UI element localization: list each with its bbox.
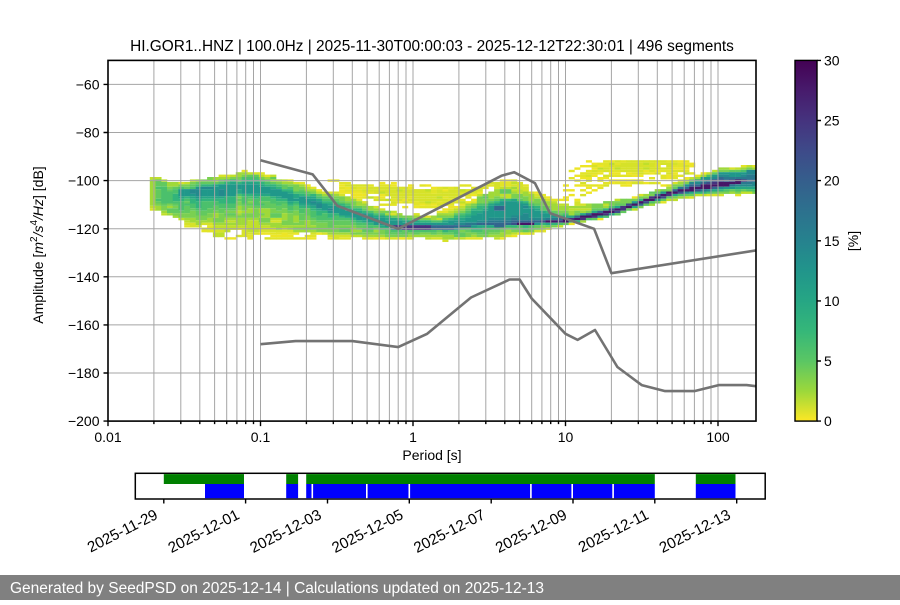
svg-text:30: 30	[824, 52, 840, 68]
svg-text:−160: −160	[68, 317, 100, 333]
svg-text:HI.GOR1..HNZ | 100.0Hz | 2025-: HI.GOR1..HNZ | 100.0Hz | 2025-11-30T00:0…	[130, 38, 734, 55]
svg-text:10: 10	[558, 429, 574, 445]
svg-text:Period [s]: Period [s]	[402, 447, 461, 463]
svg-text:Amplitude [m2/s4/Hz] [dB]: Amplitude [m2/s4/Hz] [dB]	[29, 166, 46, 323]
svg-text:−140: −140	[68, 269, 100, 285]
svg-text:25: 25	[824, 113, 840, 129]
svg-text:−100: −100	[68, 173, 100, 189]
svg-text:5: 5	[824, 353, 832, 369]
svg-text:0.01: 0.01	[94, 429, 121, 445]
svg-text:−80: −80	[76, 125, 100, 141]
svg-text:Generated by SeedPSD on 2025-1: Generated by SeedPSD on 2025-12-14 | Cal…	[10, 580, 544, 597]
svg-text:100: 100	[706, 429, 730, 445]
svg-text:−180: −180	[68, 365, 100, 381]
svg-text:−60: −60	[76, 76, 100, 92]
svg-text:−120: −120	[68, 221, 100, 237]
svg-text:20: 20	[824, 173, 840, 189]
svg-text:10: 10	[824, 293, 840, 309]
svg-text:[%]: [%]	[845, 231, 861, 251]
svg-text:0: 0	[824, 413, 832, 429]
svg-text:15: 15	[824, 233, 840, 249]
svg-text:0.1: 0.1	[251, 429, 271, 445]
svg-text:1: 1	[409, 429, 417, 445]
svg-text:−200: −200	[68, 413, 100, 429]
